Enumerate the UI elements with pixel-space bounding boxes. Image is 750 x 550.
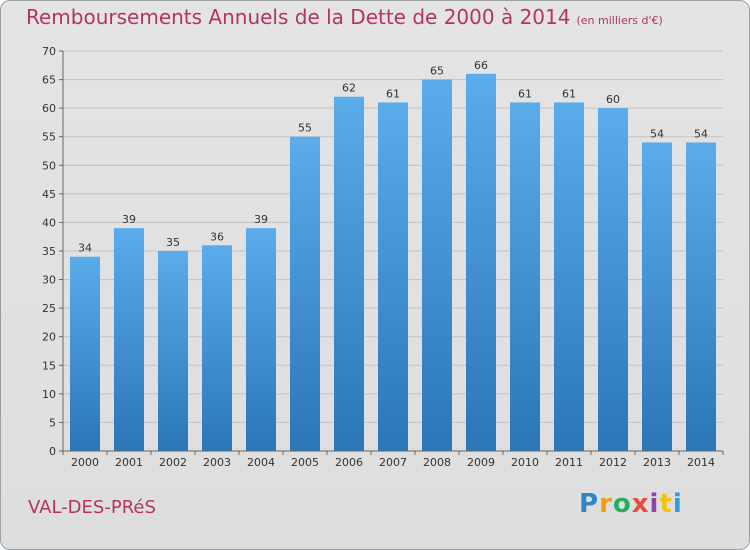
x-tick-label: 2005 [291, 456, 319, 469]
logo-letter: i [672, 489, 683, 519]
x-tick-label: 2002 [159, 456, 187, 469]
bar [554, 102, 584, 451]
x-tick-label: 2009 [467, 456, 495, 469]
bar [378, 102, 408, 451]
bar [642, 142, 672, 451]
y-tick-label: 60 [42, 102, 56, 115]
data-label: 62 [342, 82, 356, 95]
bars [70, 73, 716, 452]
data-label: 61 [562, 87, 576, 100]
bar [466, 73, 496, 451]
bar [598, 108, 628, 452]
bar [290, 136, 320, 451]
proxiti-logo: Proxiti [579, 489, 683, 519]
logo-letter: x [631, 489, 650, 519]
chart-title-text: Remboursements Annuels de la Dette de 20… [26, 5, 571, 29]
y-tick-label: 65 [42, 74, 56, 87]
data-label: 36 [210, 230, 224, 243]
logo-letter: P [579, 489, 600, 519]
x-tick-label: 2004 [247, 456, 275, 469]
data-label: 54 [694, 127, 708, 140]
bar [158, 251, 188, 451]
y-tick-label: 45 [42, 188, 56, 201]
x-tick-label: 2003 [203, 456, 231, 469]
y-tick-label: 30 [42, 274, 56, 287]
data-label: 35 [166, 236, 180, 249]
x-tick-label: 2011 [555, 456, 583, 469]
data-labels: 34 39 35 36 39 55 62 61 65 66 61 61 60 54 54 [78, 59, 708, 255]
x-tick-label: 2010 [511, 456, 539, 469]
bar [202, 245, 232, 451]
logo-letter: o [612, 489, 632, 519]
chart-unit: (en milliers d'€) [576, 14, 663, 27]
y-tick-label: 55 [42, 131, 56, 144]
chart-title: Remboursements Annuels de la Dette de 20… [26, 5, 663, 29]
y-tick-label: 35 [42, 245, 56, 258]
y-tick-label: 20 [42, 331, 56, 344]
bar [422, 79, 452, 452]
x-tick-label: 2014 [687, 456, 715, 469]
x-tick-label: 2001 [115, 456, 143, 469]
bar [114, 228, 144, 451]
x-tick-label: 2000 [71, 456, 99, 469]
y-tick-label: 50 [42, 159, 56, 172]
bar [246, 228, 276, 451]
y-tick-label: 0 [49, 445, 56, 458]
y-tick-label: 15 [42, 359, 56, 372]
logo-letter: i [649, 489, 660, 519]
bar [686, 142, 716, 451]
bar [70, 256, 100, 451]
logo-letter: r [599, 489, 613, 519]
x-tick-label: 2007 [379, 456, 407, 469]
y-tick-label: 5 [49, 416, 56, 429]
y-tick-label: 40 [42, 216, 56, 229]
x-tick-label: 2006 [335, 456, 363, 469]
data-label: 65 [430, 65, 444, 78]
x-tick-label: 2013 [643, 456, 671, 469]
data-label: 61 [518, 87, 532, 100]
data-label: 34 [78, 242, 92, 255]
y-tick-label: 10 [42, 388, 56, 401]
y-tick-label: 70 [42, 45, 56, 58]
data-label: 39 [254, 213, 268, 226]
bar [510, 102, 540, 451]
data-label: 66 [474, 59, 488, 72]
x-tick-label: 2012 [599, 456, 627, 469]
commune-name: VAL-DES-PRéS [28, 497, 156, 518]
data-label: 60 [606, 93, 620, 106]
data-label: 54 [650, 127, 664, 140]
x-tick-label: 2008 [423, 456, 451, 469]
logo-letter: t [659, 489, 673, 519]
data-label: 55 [298, 122, 312, 135]
data-label: 61 [386, 87, 400, 100]
data-label: 39 [122, 213, 136, 226]
y-tick-label: 25 [42, 302, 56, 315]
axes: 0 5 10 15 20 25 30 35 40 45 50 55 60 65 70 2000 2001 2002… [42, 45, 724, 469]
bar [334, 96, 364, 451]
